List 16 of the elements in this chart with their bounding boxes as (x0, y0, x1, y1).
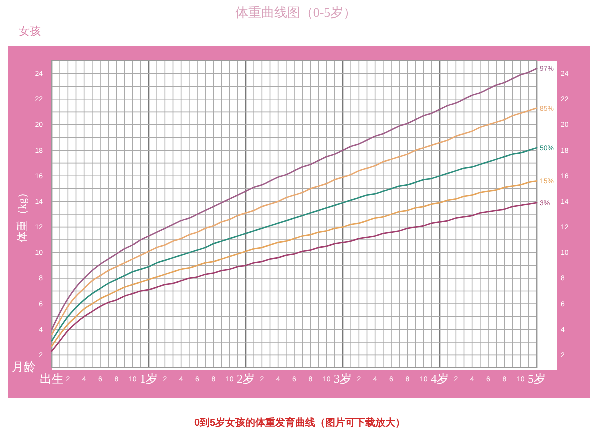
line-series (51, 202, 538, 352)
x-tick-label: 4岁 (431, 372, 449, 386)
chart-title: 体重曲线图（0-5岁） (235, 5, 357, 20)
text: 0到5岁女孩的体重发育曲线（图片可下载放大） (194, 417, 406, 429)
x-tick-label: 出生 (40, 372, 64, 386)
y-axis-title: 体重（kg） (16, 188, 29, 242)
x-tick-label: 2岁 (237, 372, 255, 386)
line-series (51, 147, 538, 342)
x-tick-label: 3岁 (334, 372, 352, 386)
x-tick-label: 5岁 (528, 372, 546, 386)
line-series (51, 108, 538, 336)
line-series (51, 68, 538, 330)
x-tick-label: 1岁 (140, 372, 158, 386)
line-series (51, 180, 538, 347)
x-axis-title: 月龄 (12, 360, 36, 374)
chart-subtitle: 女孩 (19, 25, 41, 38)
